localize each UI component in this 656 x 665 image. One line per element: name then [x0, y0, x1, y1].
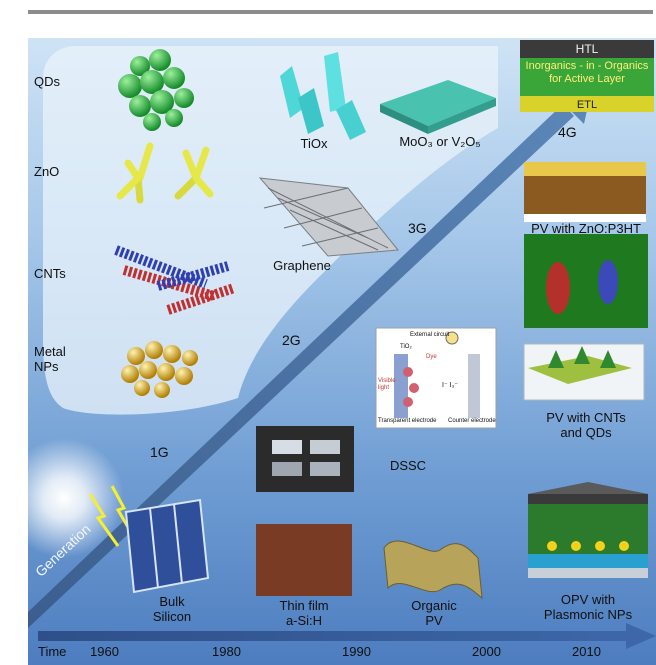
organic-pv-photo [383, 540, 483, 600]
pv-cnts-label: PV with CNTs and QDs [546, 410, 626, 440]
graphene-illustration [258, 177, 399, 257]
graphene-label: Graphene [273, 258, 331, 273]
timeline-year-1960: 1960 [90, 644, 119, 659]
asih-film-photo [256, 524, 352, 596]
thin-film-label: Thin film a-Si:H [279, 598, 329, 628]
gen-1g-label: 1G [150, 444, 169, 460]
electrolyte-ions-label: I⁻ I₃⁻ [442, 382, 459, 389]
timeline-year-2000: 2000 [472, 644, 501, 659]
cnts-illustration [114, 245, 236, 315]
timeline-title: Time [38, 644, 67, 659]
opv-plasmonic-device [528, 482, 648, 578]
organic-pv-label: Organic PV [411, 598, 457, 628]
tiox-illustration [280, 52, 366, 140]
timeline-year-2010: 2010 [572, 644, 601, 659]
htl-etl-device [520, 40, 654, 112]
visible-light-label: Visible light [378, 378, 396, 391]
gen-2g-label: 2G [282, 332, 301, 348]
lightning-icon [110, 485, 134, 535]
dssc-label: DSSC [389, 458, 427, 473]
pv-zno-device [524, 162, 648, 328]
gen-4g-label: 4G [558, 124, 577, 140]
zno-illustration [116, 142, 214, 204]
tiox-label: TiOx [300, 136, 328, 151]
moo3-label: MoO₃ or V₂O₅ [399, 134, 481, 149]
gen-3g-label: 3G [408, 220, 427, 236]
bulk-silicon-label: Bulk Silicon [152, 594, 192, 624]
pv-cnts-device [523, 343, 645, 401]
counter-electrode-label: Counter electrode [448, 418, 496, 424]
transparent-electrode-label: Transparent electrode [378, 418, 437, 424]
metal-nps-label: Metal NPs [34, 344, 66, 374]
qds-illustration [118, 49, 194, 131]
top-rule [28, 10, 653, 14]
opv-plasmonic-label: OPV with Plasmonic NPs [543, 592, 633, 622]
timeline-year-1990: 1990 [342, 644, 371, 659]
htl-label: HTL [575, 42, 599, 56]
etl-label: ETL [576, 99, 598, 111]
zno-label: ZnO [34, 164, 60, 179]
dssc-device [375, 327, 497, 429]
nanomaterials-region [43, 46, 498, 415]
calculator-photo [256, 426, 354, 492]
dye-label: Dye [426, 354, 437, 360]
sun-icon [28, 438, 124, 558]
active-layer-label: Inorganics - in - Organics for Active La… [525, 60, 649, 85]
external-circuit-label: External circuit [410, 332, 450, 338]
cnts-label: CNTs [34, 266, 66, 281]
qds-label: QDs [34, 74, 60, 89]
bulk-silicon-photo [124, 498, 210, 594]
timeline-year-1980: 1980 [212, 644, 241, 659]
metal-nps-illustration [121, 341, 198, 398]
pv-zno-label: PV with ZnO:P3HT [531, 221, 641, 236]
moo3-illustration [380, 80, 496, 134]
diagram-panel: QDs ZnO CNTs Metal NPs TiOx Graphene MoO… [28, 38, 656, 665]
lightning-icon [88, 493, 120, 547]
diagram-graphics [28, 40, 656, 649]
tio2-label: TiO₂ [400, 344, 412, 350]
timeline-arrow [38, 623, 656, 649]
